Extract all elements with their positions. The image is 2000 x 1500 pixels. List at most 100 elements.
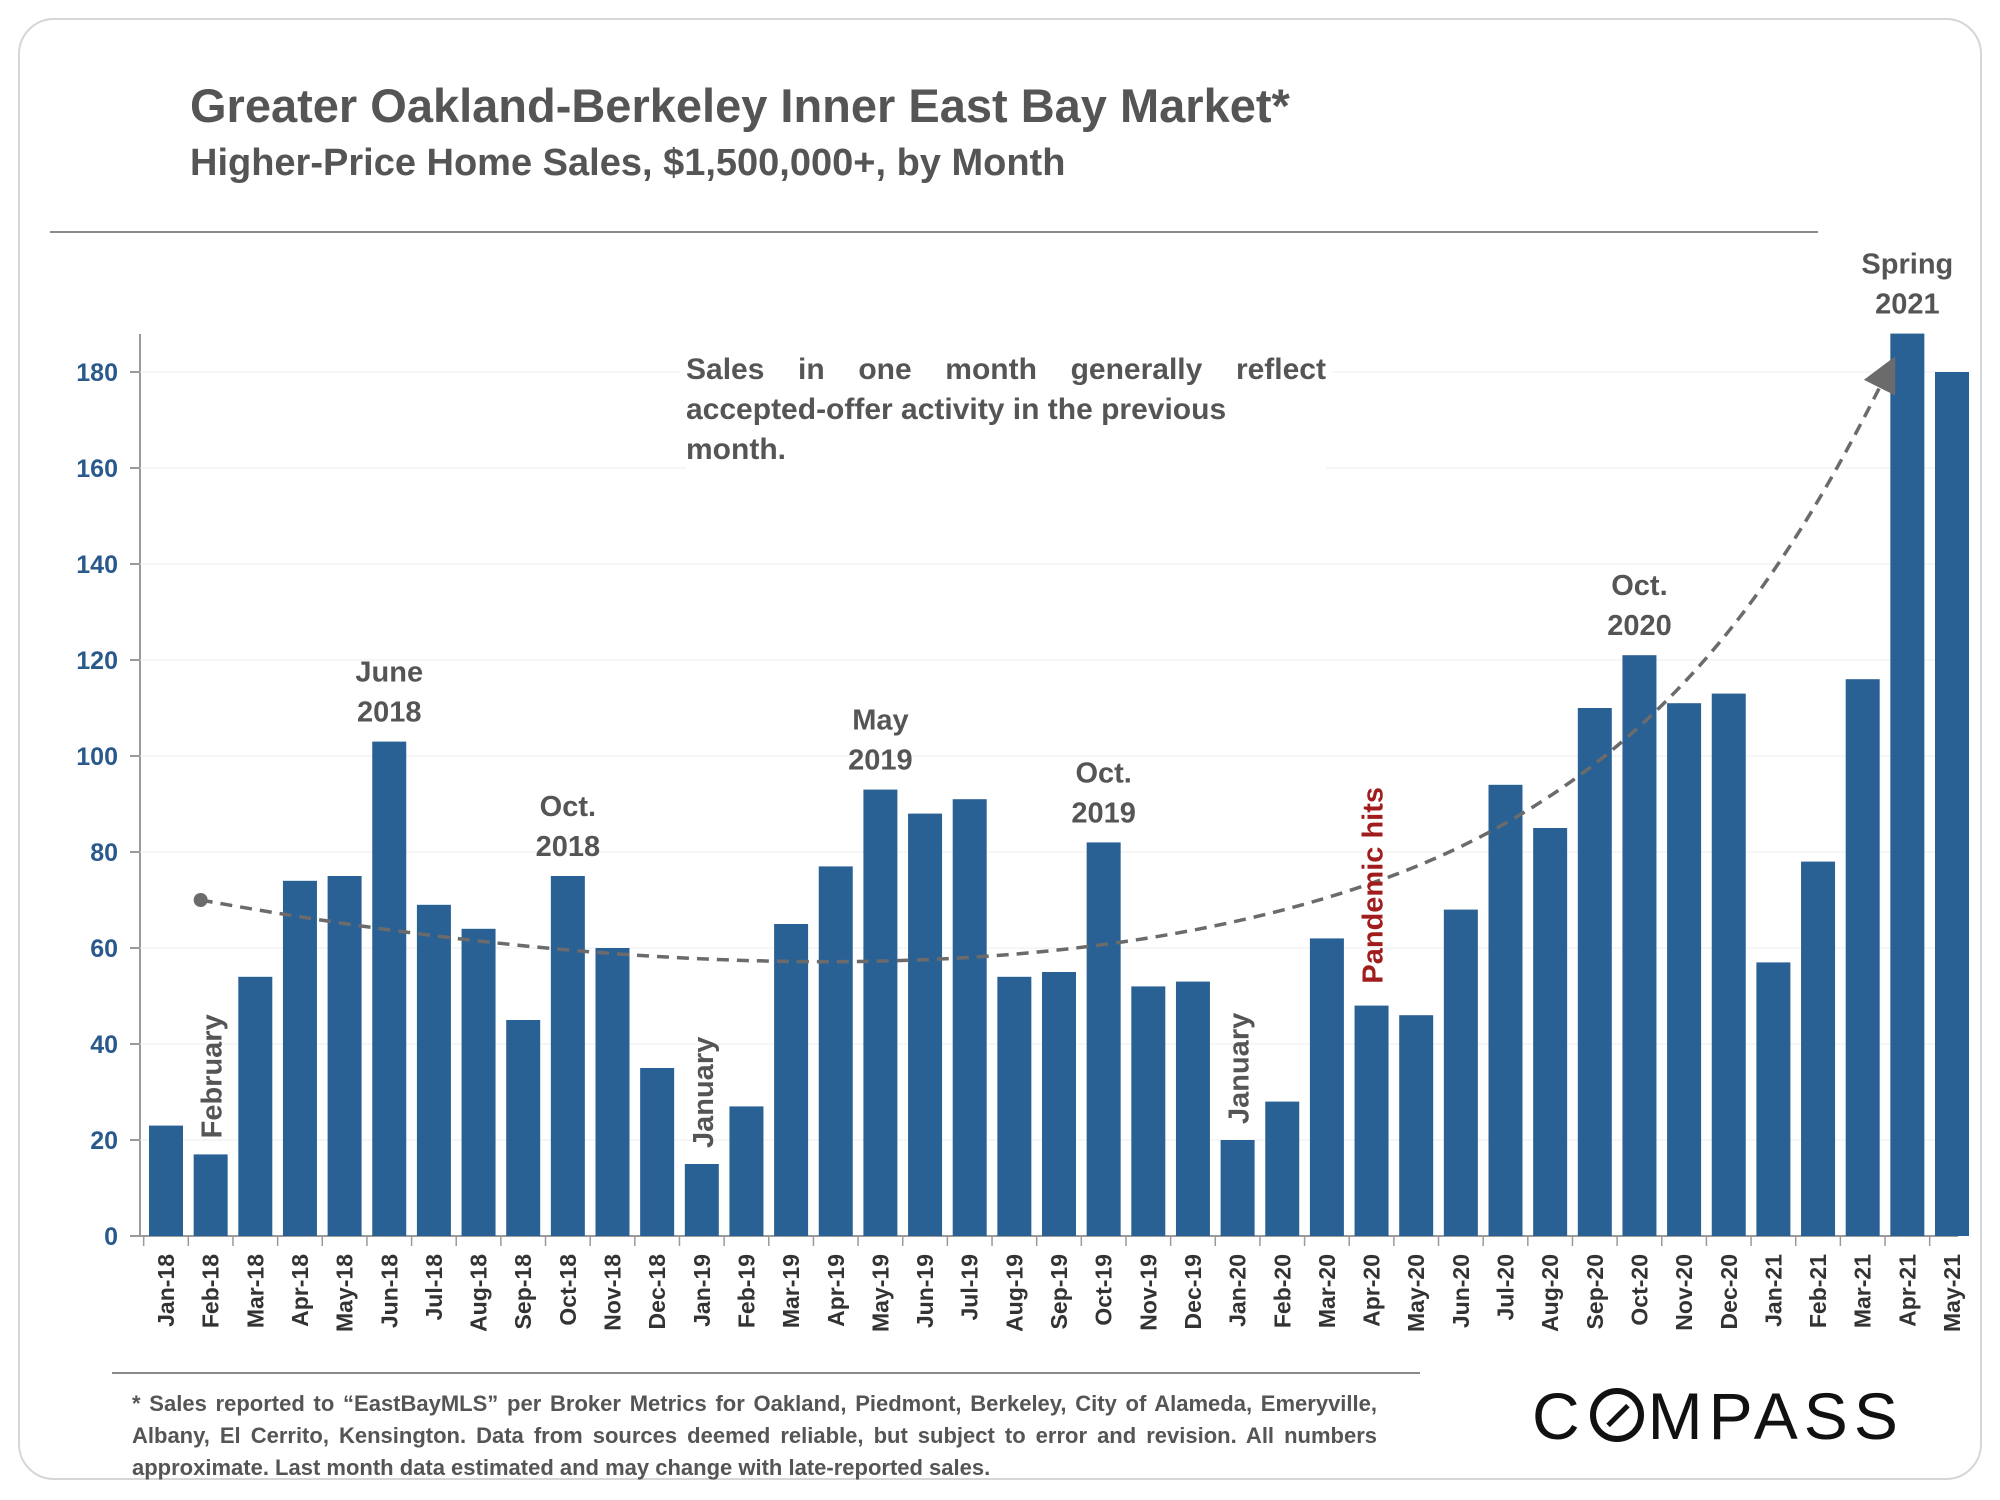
x-tick-label: Dec-20 — [1716, 1254, 1742, 1329]
bar — [1042, 972, 1076, 1236]
y-tick-label: 180 — [76, 359, 118, 387]
y-tick-label: 100 — [76, 743, 118, 771]
y-tick-label: 140 — [76, 551, 118, 579]
bar — [997, 976, 1032, 1236]
annotation-label: Oct. — [1075, 757, 1131, 789]
bar — [149, 1125, 183, 1236]
bar — [1577, 708, 1612, 1236]
logo-letters: MPASS — [1647, 1379, 1904, 1453]
bar — [818, 866, 853, 1236]
x-tick-label: Feb-18 — [198, 1254, 224, 1328]
bar — [1488, 784, 1523, 1236]
bar — [550, 876, 585, 1236]
bar — [1354, 1005, 1389, 1236]
bar — [595, 948, 630, 1236]
bar — [1086, 842, 1121, 1236]
x-tick-label: Apr-21 — [1894, 1254, 1920, 1327]
annotation-label: Pandemic hits — [1358, 787, 1390, 984]
bar — [282, 880, 317, 1236]
bar — [1265, 1101, 1300, 1236]
x-tick-label: May-19 — [867, 1254, 893, 1332]
x-tick-label: Jan-19 — [689, 1254, 715, 1327]
bar — [506, 1020, 541, 1236]
y-tick-label: 40 — [90, 1031, 118, 1059]
bar — [1175, 981, 1210, 1236]
annotation-label: January — [1224, 1013, 1256, 1124]
y-tick-label: 60 — [90, 935, 118, 963]
bar — [1622, 655, 1657, 1236]
annotation-label: Spring — [1861, 249, 1953, 281]
x-tick-label: Aug-18 — [466, 1254, 492, 1332]
title-divider — [50, 231, 1818, 233]
x-tick-label: Oct-19 — [1091, 1254, 1117, 1326]
x-tick-label: Jul-18 — [421, 1254, 447, 1321]
bar — [416, 904, 451, 1236]
bar — [1667, 703, 1702, 1236]
x-tick-label: Feb-21 — [1805, 1254, 1831, 1328]
bar — [1533, 828, 1568, 1236]
x-tick-label: Apr-18 — [287, 1254, 313, 1327]
x-tick-label: Nov-18 — [600, 1254, 626, 1331]
chart-note-line-2: accepted-offer activity in the previous … — [686, 390, 1326, 470]
annotation-label: 2019 — [1071, 797, 1136, 829]
x-tick-label: May-20 — [1403, 1254, 1429, 1332]
annotation-label: Oct. — [1611, 570, 1667, 602]
bar — [1220, 1140, 1255, 1236]
bar — [1309, 938, 1344, 1236]
x-tick-label: Mar-21 — [1850, 1254, 1876, 1328]
annotation-label: 2018 — [357, 697, 422, 729]
bar — [908, 813, 943, 1236]
x-tick-label: Nov-20 — [1671, 1254, 1697, 1331]
bar — [952, 799, 987, 1236]
x-tick-label: Mar-19 — [778, 1254, 804, 1328]
x-tick-label: Mar-18 — [242, 1254, 268, 1328]
annotation-label: 2021 — [1875, 289, 1940, 321]
x-tick-label: Jul-19 — [957, 1254, 983, 1320]
annotation-label: January — [688, 1037, 720, 1148]
annotation-label: Oct. — [540, 791, 596, 823]
trend-start-dot — [193, 893, 208, 907]
y-tick-label: 120 — [76, 647, 118, 675]
x-tick-label: Dec-18 — [644, 1254, 670, 1330]
x-tick-label: Sep-20 — [1582, 1254, 1608, 1329]
bar — [461, 928, 496, 1236]
x-tick-label: Jun-20 — [1448, 1254, 1474, 1328]
x-tick-label: Sep-18 — [510, 1254, 536, 1330]
annotation-label: 2020 — [1607, 610, 1672, 642]
x-tick-label: Aug-19 — [1001, 1254, 1027, 1332]
bar — [863, 789, 898, 1236]
bar — [1399, 1015, 1434, 1236]
x-tick-label: Oct-20 — [1626, 1254, 1652, 1326]
x-tick-label: Feb-20 — [1269, 1254, 1295, 1328]
bar — [1756, 962, 1791, 1236]
x-tick-label: May-21 — [1939, 1254, 1965, 1332]
bar — [1131, 986, 1166, 1236]
compass-logo: C MPASS — [1532, 1378, 1904, 1454]
y-tick-label: 80 — [90, 839, 118, 867]
bar — [684, 1164, 719, 1236]
x-tick-label: Dec-19 — [1180, 1254, 1206, 1329]
x-tick-label: Nov-19 — [1135, 1254, 1161, 1331]
bar — [1801, 861, 1836, 1236]
x-tick-label: Jan-18 — [153, 1254, 179, 1327]
bar — [1711, 693, 1746, 1236]
bar — [729, 1106, 764, 1236]
bar — [1935, 372, 1969, 1236]
annotation-label: May — [852, 705, 908, 737]
x-tick-label: Jan-21 — [1760, 1254, 1786, 1327]
bar — [1443, 909, 1478, 1236]
y-tick-label: 0 — [104, 1223, 118, 1251]
bar — [1890, 333, 1925, 1237]
annotation-label: June — [355, 657, 423, 689]
bar — [238, 976, 273, 1236]
x-tick-label: Apr-19 — [823, 1254, 849, 1327]
bar — [774, 924, 809, 1236]
bar — [193, 1154, 228, 1236]
x-tick-label: Jan-20 — [1225, 1254, 1251, 1327]
trend-line — [200, 356, 1896, 964]
bar — [372, 741, 407, 1236]
x-tick-label: May-18 — [332, 1254, 358, 1332]
y-tick-label: 160 — [76, 455, 118, 483]
footnote: * Sales reported to “EastBayMLS” per Bro… — [132, 1391, 1377, 1480]
